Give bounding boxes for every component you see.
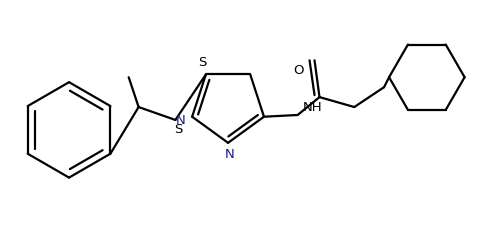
Text: S: S <box>174 123 183 136</box>
Text: N: N <box>225 148 235 161</box>
Text: S: S <box>198 56 206 69</box>
Text: NH: NH <box>303 101 322 114</box>
Text: O: O <box>293 64 304 77</box>
Text: N: N <box>175 114 185 127</box>
